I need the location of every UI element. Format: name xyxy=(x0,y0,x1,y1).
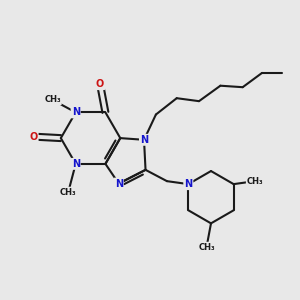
Text: CH₃: CH₃ xyxy=(247,177,263,186)
Text: CH₃: CH₃ xyxy=(44,95,61,104)
Text: CH₃: CH₃ xyxy=(60,188,76,196)
Text: O: O xyxy=(29,132,38,142)
Text: N: N xyxy=(72,159,80,169)
Text: O: O xyxy=(96,79,104,89)
Text: N: N xyxy=(115,178,123,189)
Text: CH₃: CH₃ xyxy=(198,243,215,252)
Text: N: N xyxy=(72,107,80,117)
Text: N: N xyxy=(140,135,148,145)
Text: N: N xyxy=(184,179,192,189)
